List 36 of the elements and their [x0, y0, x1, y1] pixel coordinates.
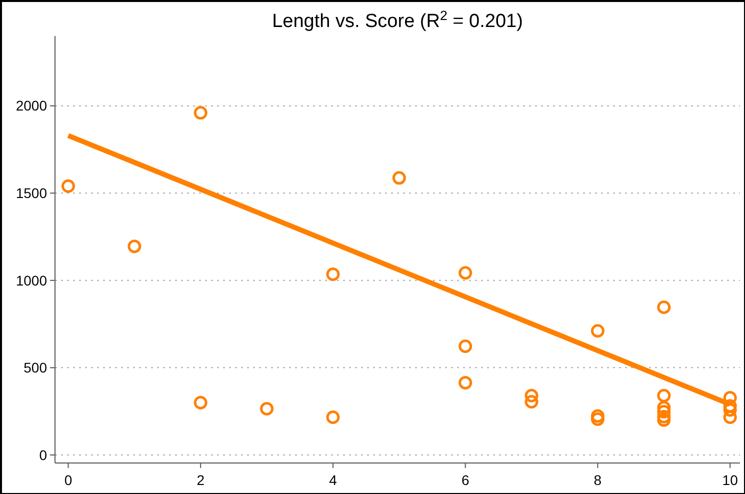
point: [590, 324, 604, 338]
point: [326, 268, 340, 282]
point: [723, 403, 737, 417]
x-tick-label: 4: [329, 472, 338, 488]
chart-title: Length vs. Score (R$^{2}$ = 0.201): [272, 8, 523, 32]
point: [392, 171, 406, 185]
point: [458, 339, 472, 353]
point: [657, 300, 671, 314]
point: [61, 179, 75, 193]
point: [524, 394, 538, 408]
y-tick-label: 0: [39, 446, 48, 463]
x-tick-label: 0: [64, 472, 72, 488]
x-tick-label: 6: [461, 472, 470, 488]
y-tick-label: 1500: [16, 185, 48, 202]
point: [657, 404, 671, 418]
point: [524, 388, 538, 402]
point: [260, 402, 274, 416]
point: [326, 410, 340, 424]
point: [657, 388, 671, 402]
x-tick-label: 8: [594, 472, 602, 488]
point: [194, 396, 208, 410]
point: [458, 266, 472, 280]
point: [128, 240, 142, 254]
point: [194, 106, 208, 120]
point: [723, 390, 737, 404]
point: [723, 410, 737, 424]
point: [590, 412, 604, 426]
point: [458, 376, 472, 390]
y-tick-label: 1000: [16, 272, 48, 288]
point: [657, 413, 671, 427]
point: [590, 409, 604, 423]
y-tick-label: 2000: [16, 98, 48, 114]
x-tick-label: 10: [722, 472, 738, 488]
x-tick-label: 2: [196, 472, 205, 488]
point: [657, 400, 671, 414]
y-tick-label: 500: [24, 360, 48, 376]
